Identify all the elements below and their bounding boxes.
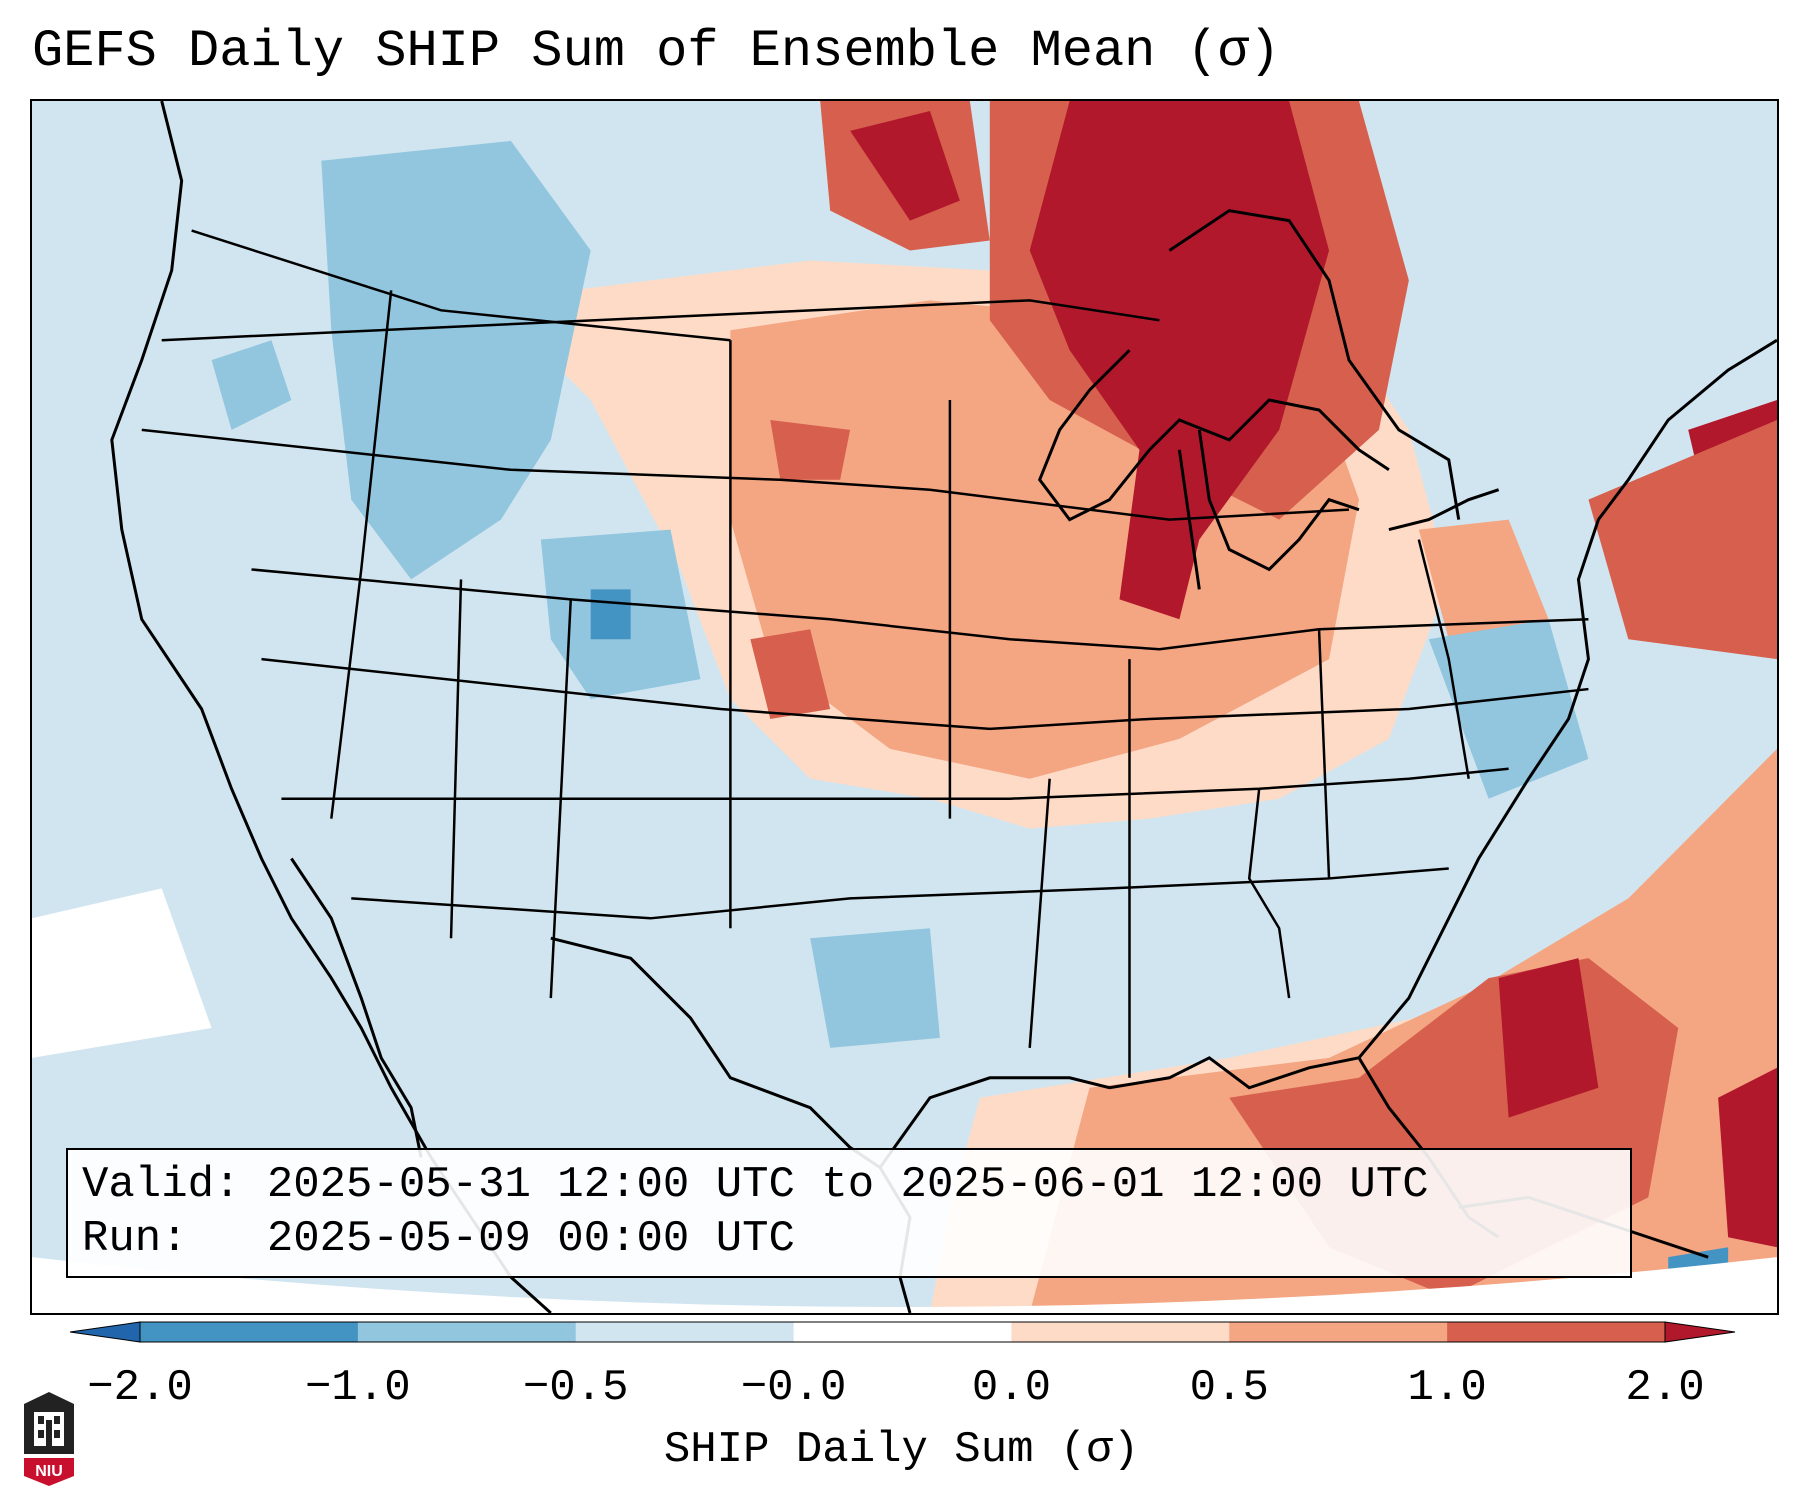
colorbar-swatch [1447, 1322, 1666, 1342]
field-blue-texas [810, 928, 940, 1048]
colorbar-swatch [140, 1322, 359, 1342]
niu-seal-icon: NIU [24, 1392, 74, 1486]
field-med-red-northeast [1418, 519, 1549, 640]
colorbar-extend-low [69, 1321, 141, 1343]
colorbar-swatch [793, 1322, 1012, 1342]
colorbar-swatch [575, 1322, 795, 1342]
svg-text:NIU: NIU [35, 1463, 63, 1480]
colorbar-tick-label: 1.0 [1407, 1363, 1487, 1413]
run-label: Run: [82, 1214, 188, 1264]
colorbar-tick-label: −0.0 [740, 1363, 847, 1413]
field-mid-blue-colorado [590, 589, 631, 640]
map-title: GEFS Daily SHIP Sum of Ensemble Mean (σ) [32, 22, 1281, 81]
field-blue-carolinas [1428, 619, 1589, 799]
state-borders [141, 229, 1589, 1078]
colorbar-tick-label: −1.0 [305, 1363, 411, 1413]
colorbar [69, 1321, 1736, 1343]
colorbar-swatch [357, 1322, 577, 1342]
valid-line: Valid: 2025-05-31 12:00 UTC to 2025-06-0… [82, 1158, 1616, 1212]
field-blue-coast [211, 340, 292, 430]
niu-logo: NIU [20, 1390, 78, 1488]
projection-edge [32, 1257, 1777, 1313]
field-white-offshore [32, 888, 212, 1058]
field-red-atlantic [1588, 419, 1777, 660]
field-dark-red-north [850, 110, 960, 221]
valid-run-box: Valid: 2025-05-31 12:00 UTC to 2025-06-0… [66, 1148, 1632, 1278]
colorbar-tick-label: −0.5 [522, 1363, 629, 1413]
colorbar-label: SHIP Daily Sum (σ) [663, 1425, 1140, 1475]
colorbar-tick-label: 2.0 [1625, 1363, 1705, 1413]
colorbar-outline [139, 1321, 1666, 1343]
field-red-plains-spot [750, 629, 831, 719]
field-dark-red-florida [1498, 958, 1599, 1118]
colorbar-swatch [1229, 1322, 1448, 1342]
colorbar-tick-label: 0.0 [971, 1363, 1052, 1413]
colorbar-tick-label: −2.0 [87, 1363, 193, 1413]
field-red-dakota-spot [770, 419, 851, 480]
run-line: Run: 2025-05-09 00:00 UTC [82, 1212, 1616, 1266]
run-value: 2025-05-09 00:00 UTC [266, 1214, 795, 1264]
colorbar-tick-label: 0.5 [1189, 1363, 1269, 1413]
valid-label: Valid: [82, 1160, 241, 1210]
colorbar-extend-high [1664, 1321, 1736, 1343]
field-dark-red-great-lakes [1029, 101, 1330, 620]
colorbar-swatch [1011, 1322, 1230, 1342]
field-dark-red-caribbean [1718, 1067, 1777, 1248]
map-canvas [32, 101, 1777, 1313]
colorbar-swatches [69, 1321, 1736, 1343]
ship-map [30, 99, 1779, 1315]
valid-value: 2025-05-31 12:00 UTC to 2025-06-01 12:00… [266, 1160, 1429, 1210]
